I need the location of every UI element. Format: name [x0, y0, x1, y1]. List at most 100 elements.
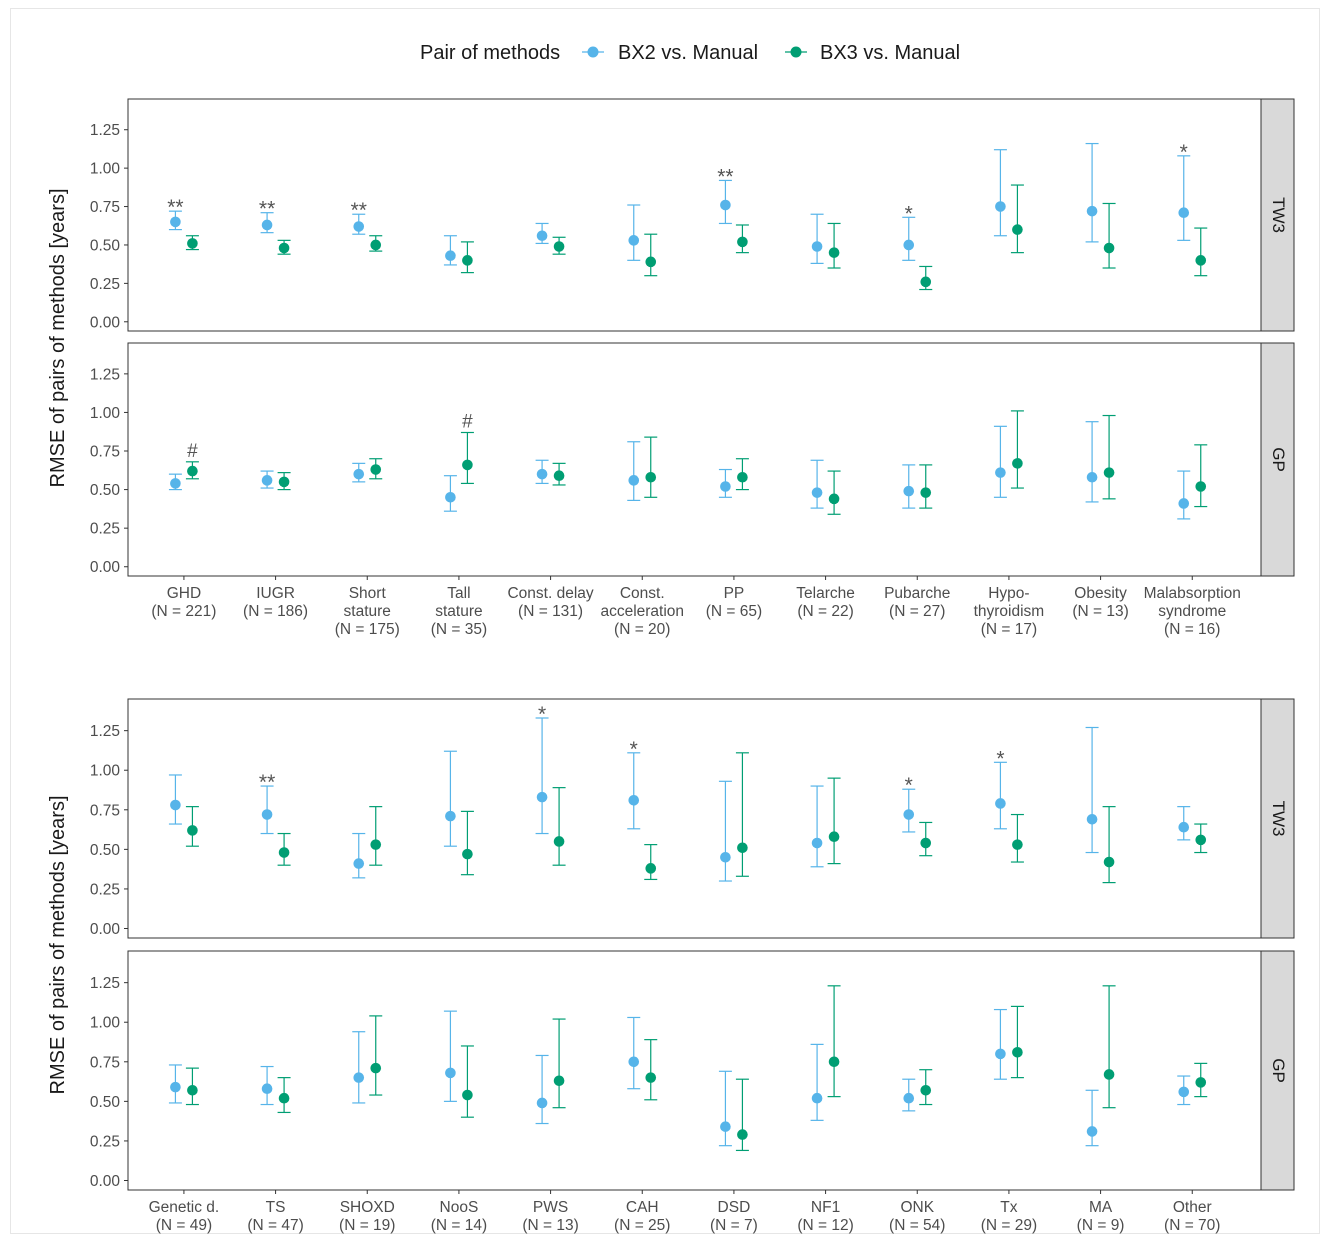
x-tick-label: (N = 16)	[1164, 621, 1220, 638]
x-tick-label: PWS	[533, 1199, 568, 1216]
series-bx2	[168, 421, 1191, 520]
data-point	[1195, 481, 1207, 492]
data-point	[995, 1048, 1006, 1060]
data-point	[811, 837, 823, 849]
y-tick-label: 1.25	[90, 366, 120, 383]
x-tick-label: Other	[1173, 1199, 1212, 1216]
x-tick-label: DSD	[718, 1199, 751, 1216]
significance-marker: #	[462, 411, 473, 432]
y-tick-label: 1.00	[90, 405, 121, 422]
data-point	[903, 809, 915, 820]
data-point	[370, 839, 382, 850]
x-tick-label: SHOXD	[340, 1199, 395, 1216]
data-point	[187, 465, 198, 477]
series-bx2	[168, 717, 1191, 882]
x-tick-label: (N = 29)	[981, 1217, 1037, 1234]
data-point	[811, 1092, 823, 1104]
data-point	[445, 492, 456, 503]
data-point	[187, 1084, 198, 1096]
data-point	[1178, 207, 1190, 218]
x-tick-label: NF1	[811, 1199, 840, 1216]
panel-border	[127, 950, 1262, 1191]
significance-marker: **	[259, 771, 275, 794]
x-tick-label: GHD	[167, 585, 201, 602]
series-bx2	[168, 142, 1191, 266]
y-tick-label: 0.50	[90, 1094, 121, 1111]
x-tick-label: (N = 131)	[518, 603, 583, 620]
x-tick-label: (N = 47)	[247, 1217, 303, 1234]
data-point	[995, 798, 1006, 809]
data-point	[187, 825, 198, 836]
data-point	[1195, 255, 1207, 266]
significance-marker: #	[187, 441, 198, 462]
data-point	[628, 794, 640, 806]
y-tick-label: 1.00	[90, 1015, 121, 1032]
x-tick-label: (N = 20)	[614, 621, 670, 638]
facet-strip-label: GP	[1269, 447, 1288, 472]
x-tick-label: (N = 13)	[1072, 603, 1128, 620]
y-tick-label: 0.75	[90, 1054, 120, 1071]
x-tick-label: (N = 19)	[339, 1217, 395, 1234]
data-point	[536, 468, 548, 480]
x-tick-label: CAH	[626, 1199, 659, 1216]
significance-marker: *	[905, 202, 913, 225]
data-point	[903, 485, 915, 497]
data-point	[261, 809, 273, 820]
data-point	[1195, 1077, 1207, 1088]
data-point	[553, 241, 565, 252]
data-point	[828, 493, 840, 505]
x-tick-label: Const. delay	[507, 585, 593, 602]
data-point	[278, 1092, 290, 1104]
x-tick-label: stature	[435, 603, 482, 620]
data-point	[278, 847, 290, 858]
significance-marker: *	[996, 747, 1004, 770]
x-tick-label: ONK	[900, 1199, 934, 1216]
data-point	[1178, 1086, 1190, 1098]
y-tick-label: 0.25	[90, 521, 120, 538]
x-tick-label: (N = 25)	[614, 1217, 670, 1234]
data-point	[536, 791, 548, 803]
data-point	[370, 239, 382, 251]
x-tick-label: Telarche	[796, 585, 855, 602]
legend-key-bx2	[582, 46, 604, 58]
y-tick-label: 0.75	[90, 199, 120, 216]
y-tick-label: 0.00	[90, 314, 121, 331]
x-tick-label: (N = 70)	[1164, 1217, 1220, 1234]
x-tick-label: PP	[724, 585, 745, 602]
series-bx2	[168, 1008, 1191, 1147]
data-point	[353, 221, 365, 232]
x-tick-label: (N = 17)	[981, 621, 1037, 638]
data-point	[737, 1129, 748, 1140]
data-point	[1103, 1069, 1115, 1080]
data-point	[1086, 813, 1098, 825]
data-point	[1178, 498, 1190, 509]
legend-label-bx3: BX3 vs. Manual	[820, 42, 960, 64]
data-point	[1012, 224, 1023, 235]
data-point	[1086, 471, 1098, 483]
data-point	[553, 836, 565, 847]
data-point	[903, 239, 915, 251]
y-tick-label: 1.00	[90, 763, 121, 780]
data-point	[536, 230, 548, 242]
panel-gp-1: GP 0.00 0.25 0.50 0.75 1.00 1.25 # # GHD(N = 221)…	[90, 342, 1295, 638]
x-tick-label: acceleration	[600, 603, 684, 620]
data-point	[1103, 242, 1115, 254]
data-point	[1012, 1046, 1023, 1058]
y-tick-label: 1.25	[90, 975, 120, 992]
data-point	[370, 464, 382, 475]
data-point	[628, 475, 640, 486]
y-axis-title-top: RMSE of pairs of methods [years]	[47, 188, 69, 487]
x-tick-label: (N = 221)	[151, 603, 216, 620]
data-point	[628, 1056, 640, 1068]
data-point	[170, 216, 181, 228]
x-tick-label: Pubarche	[884, 585, 950, 602]
data-point	[645, 471, 657, 483]
x-tick-label: Const.	[620, 585, 665, 602]
x-tick-label: (N = 12)	[797, 1217, 853, 1234]
x-tick-label: (N = 54)	[889, 1217, 945, 1234]
x-tick-label: Short	[349, 585, 387, 602]
x-tick-label: (N = 22)	[797, 603, 853, 620]
y-tick-label: 1.25	[90, 122, 120, 139]
